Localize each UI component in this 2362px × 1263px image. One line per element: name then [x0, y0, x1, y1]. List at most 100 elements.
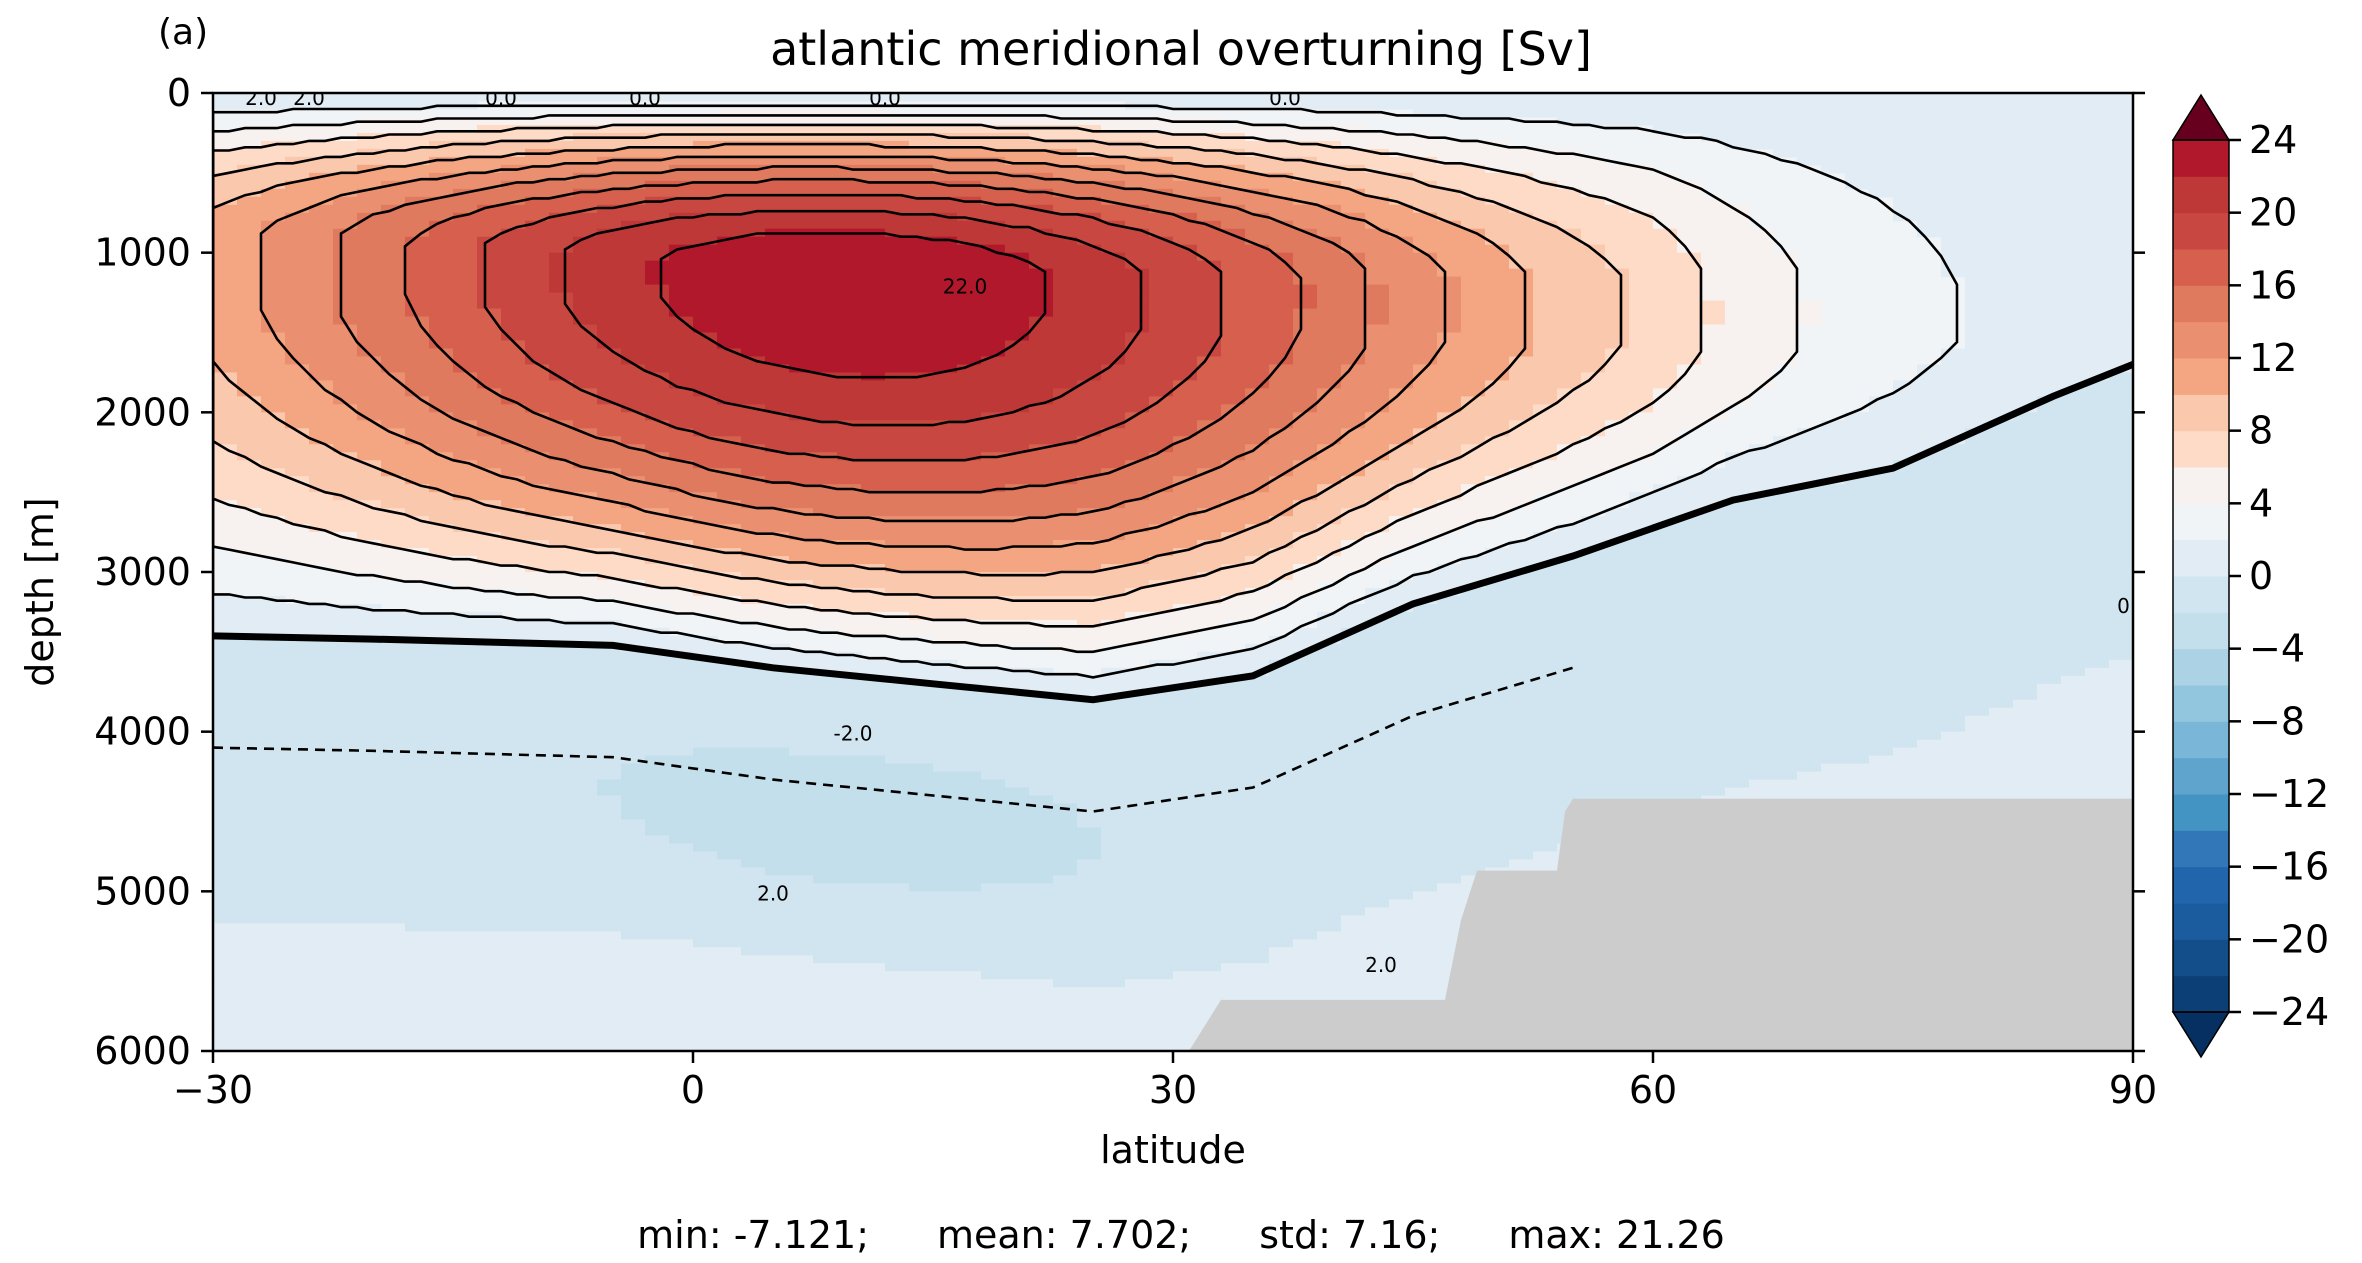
field-cell [909, 556, 934, 565]
field-cell [717, 739, 742, 749]
field-cell [765, 252, 790, 262]
field-cell [237, 196, 262, 206]
field-cell [429, 148, 454, 158]
field-cell [381, 172, 406, 182]
field-cell [645, 747, 670, 757]
field-cell [669, 907, 694, 916]
field-cell [1029, 987, 1054, 996]
field-cell [333, 851, 358, 860]
field-cell [261, 332, 286, 342]
field-cell [1221, 603, 1246, 613]
field-cell [381, 300, 406, 310]
field-cell [477, 1003, 502, 1012]
field-cell [1053, 579, 1078, 589]
field-cell [477, 292, 502, 302]
field-cell [1197, 915, 1222, 924]
field-cell [429, 476, 454, 485]
field-cell [1029, 356, 1054, 366]
field-cell [501, 843, 526, 853]
field-cell [717, 252, 742, 262]
field-cell [1197, 148, 1222, 158]
field-cell [549, 308, 574, 318]
field-cell [1149, 204, 1174, 214]
field-cell [669, 508, 694, 517]
field-cell [765, 939, 790, 948]
field-cell [309, 627, 334, 637]
field-cell [381, 132, 406, 142]
field-cell [333, 93, 358, 102]
field-cell [213, 995, 238, 1004]
field-cell [693, 140, 718, 150]
field-cell [933, 723, 958, 733]
field-cell [477, 723, 502, 733]
field-cell [717, 707, 742, 717]
field-cell [525, 468, 550, 477]
field-cell [1197, 955, 1222, 964]
field-cell [1053, 747, 1078, 757]
field-cell [549, 284, 574, 294]
field-cell [693, 947, 718, 956]
field-cell [597, 923, 622, 932]
field-cell [885, 156, 910, 166]
field-cell [741, 284, 766, 294]
field-cell [1029, 220, 1054, 230]
field-cell [933, 875, 958, 884]
field-cell [981, 715, 1006, 725]
field-cell [1029, 707, 1054, 717]
field-cell [597, 276, 622, 286]
field-cell [861, 907, 886, 916]
field-cell [357, 739, 382, 749]
field-cell [1101, 484, 1126, 493]
field-cell [957, 779, 982, 789]
field-cell [813, 324, 838, 334]
field-cell [261, 691, 286, 701]
field-cell [477, 907, 502, 916]
field-cell [693, 699, 718, 709]
field-cell [237, 404, 262, 413]
field-cell [885, 627, 910, 637]
field-cell [261, 292, 286, 302]
field-cell [501, 987, 526, 996]
field-cell [357, 364, 382, 374]
field-cell [645, 963, 670, 972]
field-cell [645, 755, 670, 765]
field-cell [501, 811, 526, 821]
field-cell [453, 779, 478, 789]
field-cell [1029, 156, 1054, 166]
field-cell [429, 755, 454, 765]
field-cell [525, 811, 550, 821]
field-cell [357, 659, 382, 669]
field-cell [1149, 675, 1174, 685]
field-cell [861, 380, 886, 389]
field-cell [1149, 875, 1174, 884]
field-cell [741, 603, 766, 613]
field-cell [813, 164, 838, 174]
field-cell [573, 955, 598, 964]
field-cell [693, 572, 718, 581]
field-cell [837, 859, 862, 868]
field-cell [477, 364, 502, 374]
field-cell [405, 380, 430, 389]
field-cell [1029, 787, 1054, 797]
field-cell [621, 164, 646, 174]
field-cell [405, 683, 430, 693]
field-cell [909, 851, 934, 860]
field-cell [1077, 308, 1102, 318]
field-cell [885, 875, 910, 884]
field-cell [501, 659, 526, 669]
field-cell [1221, 755, 1246, 765]
field-cell [717, 811, 742, 821]
field-cell [669, 875, 694, 884]
field-cell [405, 979, 430, 988]
field-cell [909, 292, 934, 302]
field-cell [453, 412, 478, 421]
field-cell [333, 228, 358, 238]
field-cell [789, 356, 814, 366]
field-cell [501, 819, 526, 829]
field-cell [1197, 835, 1222, 845]
field-cell [381, 492, 406, 501]
field-cell [1077, 484, 1102, 493]
field-cell [213, 643, 238, 653]
field-cell [1221, 348, 1246, 358]
field-cell [429, 995, 454, 1004]
